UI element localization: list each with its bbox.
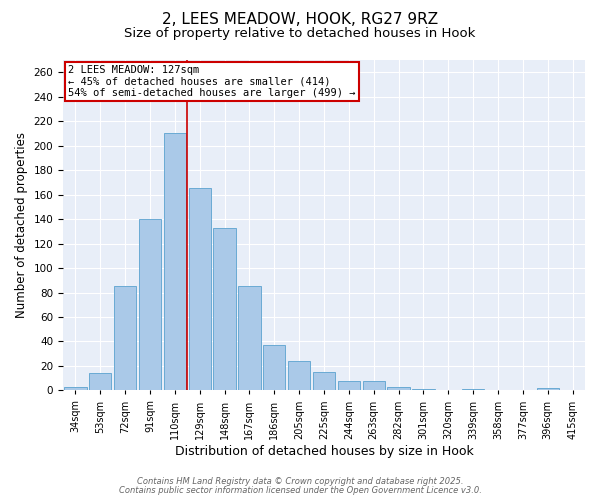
Bar (139, 219, 161, 390)
Text: 2 LEES MEADOW: 127sqm
← 45% of detached houses are smaller (414)
54% of semi-det: 2 LEES MEADOW: 127sqm ← 45% of detached … (68, 65, 356, 98)
Bar (114, 286, 136, 391)
Bar (362, 380, 385, 390)
Bar (188, 188, 211, 390)
Text: Size of property relative to detached houses in Hook: Size of property relative to detached ho… (124, 28, 476, 40)
Y-axis label: Number of detached properties: Number of detached properties (15, 132, 28, 318)
Bar (164, 134, 186, 390)
Bar (536, 388, 559, 390)
X-axis label: Distribution of detached houses by size in Hook: Distribution of detached houses by size … (175, 444, 473, 458)
Bar (462, 389, 484, 390)
Bar (388, 386, 410, 390)
Bar (64, 386, 86, 390)
Bar (288, 361, 310, 390)
Bar (214, 228, 236, 390)
Bar (313, 372, 335, 390)
Bar (412, 389, 434, 390)
Bar (89, 374, 112, 390)
Text: Contains HM Land Registry data © Crown copyright and database right 2025.: Contains HM Land Registry data © Crown c… (137, 477, 463, 486)
Bar (338, 380, 360, 390)
Bar (263, 345, 286, 391)
Text: 2, LEES MEADOW, HOOK, RG27 9RZ: 2, LEES MEADOW, HOOK, RG27 9RZ (162, 12, 438, 28)
Bar (238, 286, 260, 391)
Text: Contains public sector information licensed under the Open Government Licence v3: Contains public sector information licen… (119, 486, 481, 495)
